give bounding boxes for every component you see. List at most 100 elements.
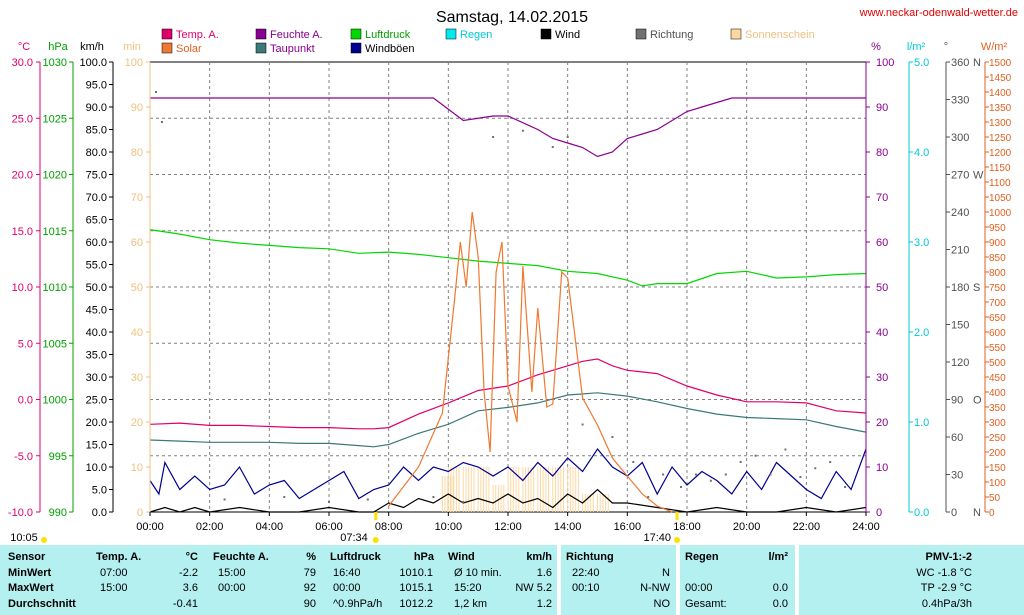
footer-temp-value: -2.2 xyxy=(179,567,198,579)
legend-swatch xyxy=(161,28,173,40)
axis-tick-label: 90.0 xyxy=(86,102,107,114)
axis-tick-label: 60.0 xyxy=(86,237,107,249)
axis-tick-label: 0 xyxy=(876,507,882,519)
footer-row-label: MaxWert xyxy=(8,582,54,594)
direction-label: O xyxy=(973,395,982,407)
direction-point xyxy=(647,496,650,498)
legend-swatch xyxy=(350,28,362,40)
axis-tick-label: 100 xyxy=(989,478,1006,489)
footer-direction-time: 00:10 xyxy=(572,582,600,594)
axis-tick-label: 25.0 xyxy=(86,395,107,407)
axis-tick-label: 30 xyxy=(876,372,888,384)
footer-header-wind-unit: km/h xyxy=(526,551,552,563)
chart-title: Samstag, 14.02.2015 xyxy=(436,9,588,26)
axis-tick-label: 900 xyxy=(989,238,1006,249)
axis-tick-label: 70 xyxy=(131,192,143,204)
axis-tick-label: 550 xyxy=(989,343,1006,354)
footer-temp-time: 15:00 xyxy=(100,582,128,594)
series-line-taupunkt xyxy=(149,392,867,448)
axis-tick-label: 15.0 xyxy=(12,226,33,238)
sunrise-icon xyxy=(372,537,379,543)
direction-point xyxy=(283,496,286,498)
axis-tick-label: 10.0 xyxy=(12,282,33,294)
axis-tick-label: 700 xyxy=(989,298,1006,309)
axis-tick-label: 40.0 xyxy=(86,327,107,339)
footer-header-pressure: Luftdruck xyxy=(330,551,381,563)
footer-rain-value: 0.0 xyxy=(772,582,788,594)
axis-tick-label: 100 xyxy=(876,57,894,69)
axis-tick-label: 100.0 xyxy=(79,57,107,69)
website-link[interactable]: www.neckar-odenwald-wetter.de xyxy=(859,7,1018,19)
axis-tick-label: 30.0 xyxy=(86,372,107,384)
sunshine-bars xyxy=(441,467,609,512)
time-tick-label: 10:00 xyxy=(435,521,463,533)
axis-tick-label: -10.0 xyxy=(8,507,33,519)
axis-tick-label: 1400 xyxy=(989,88,1012,99)
axis-tick-label: 40 xyxy=(876,327,888,339)
axis-tick-label: 500 xyxy=(989,358,1006,369)
footer-row-label: Durchschnitt xyxy=(8,598,76,610)
axis-tick-label: 5.0 xyxy=(18,338,33,350)
sunset-label: 17:40 xyxy=(644,532,672,544)
direction-point xyxy=(769,473,772,476)
footer-header-temp-unit: °C xyxy=(185,551,198,563)
legend-label: Richtung xyxy=(650,29,693,41)
axis-tick-label: 400 xyxy=(989,388,1006,399)
axis-tick-label: 1450 xyxy=(989,73,1012,84)
direction-point xyxy=(844,486,847,488)
axis-tick-label: 850 xyxy=(989,253,1006,264)
legend-swatch xyxy=(445,28,457,40)
direction-point xyxy=(566,136,569,138)
legend-label: Luftdruck xyxy=(365,29,411,41)
footer-direction-value: N xyxy=(662,567,670,579)
axis-unit-label: km/h xyxy=(80,41,104,53)
footer-pressure-value: 1010.1 xyxy=(399,567,433,579)
direction-point xyxy=(724,473,727,476)
axis-tick-label: 150 xyxy=(951,320,969,332)
statistics-footer: Sensor Temp. A. °C Feuchte A.% Luftdruck hPa W… xyxy=(0,545,1024,615)
sun-marker-label: 10:05 xyxy=(10,532,38,544)
axis-tick-label: 600 xyxy=(989,328,1006,339)
axis-tick-label: 0 xyxy=(951,507,957,519)
axis-unit-label: min xyxy=(123,41,141,53)
chart-legend: Temp. A. Feuchte A. Luftdruck Regen Wind Rich… xyxy=(161,28,815,55)
legend-swatch xyxy=(161,42,173,54)
axis-tick-label: 1150 xyxy=(989,163,1011,174)
direction-point xyxy=(366,498,369,501)
axis-tick-label: 300 xyxy=(951,132,969,144)
axis-tick-label: 0.0 xyxy=(92,507,107,519)
axis-tick-label: 70 xyxy=(876,192,888,204)
series-line-wind xyxy=(149,488,867,513)
sun-marker-icon xyxy=(41,537,47,543)
direction-label: W xyxy=(973,170,984,182)
direction-label: S xyxy=(973,282,980,294)
footer-wind-value: 1.6 xyxy=(536,567,552,579)
axis-tick-label: 90 xyxy=(131,102,143,114)
axis-tick-label: 60 xyxy=(876,237,888,249)
axis-tick-label: 1015 xyxy=(43,226,67,238)
direction-point xyxy=(432,496,435,498)
axis-tick-label: 1200 xyxy=(989,148,1012,159)
time-tick-label: 08:00 xyxy=(375,521,403,533)
direction-point xyxy=(328,501,330,503)
direction-point xyxy=(160,121,163,123)
axis-tick-label: -5.0 xyxy=(14,451,33,463)
axis-unit-label: l/m² xyxy=(907,41,926,53)
time-tick-label: 00:00 xyxy=(136,521,164,533)
legend-swatch xyxy=(255,42,267,54)
series-line-temp-a- xyxy=(149,358,867,430)
stats-panel-direction xyxy=(561,545,676,615)
axis-tick-label: 200 xyxy=(989,448,1006,459)
axis-tick-label: 80.0 xyxy=(86,147,107,159)
axis-tick-label: 240 xyxy=(951,207,969,219)
axis-tick-label: 50.0 xyxy=(86,282,107,294)
axis-tick-label: 1025 xyxy=(43,113,67,125)
direction-point xyxy=(799,476,802,478)
time-tick-label: 16:00 xyxy=(614,521,642,533)
footer-pressure-time: ^0.9hPa/h xyxy=(333,598,383,610)
axis-tick-label: 330 xyxy=(951,95,969,107)
axis-tick-label: 90 xyxy=(951,395,963,407)
footer-wind-time: 1,2 km xyxy=(454,598,488,610)
footer-pmv-header: PMV-1:-2 xyxy=(925,551,972,563)
legend-label: Windböen xyxy=(365,43,415,55)
